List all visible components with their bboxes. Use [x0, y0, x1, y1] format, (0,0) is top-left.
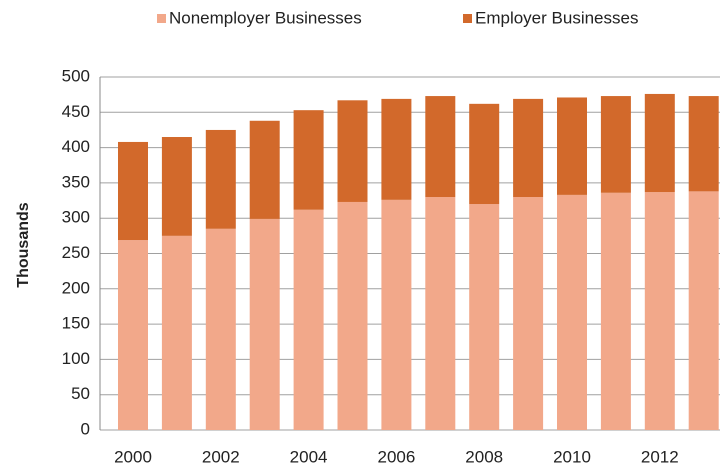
bar-segment — [293, 110, 324, 210]
x-tick-label: 2002 — [202, 447, 240, 466]
y-tick-label: 400 — [62, 137, 90, 156]
x-tick-label: 2006 — [377, 447, 415, 466]
bar-segment — [644, 93, 675, 193]
y-tick-label: 200 — [62, 278, 90, 297]
bar-segment — [513, 98, 544, 198]
bar-segment — [118, 240, 148, 430]
bar-segment — [600, 96, 631, 193]
bar-segment — [557, 97, 587, 195]
y-tick-label: 350 — [62, 172, 90, 191]
y-axis-label: Thousands — [15, 202, 32, 287]
bar-segment — [469, 103, 500, 205]
bar-segment — [513, 197, 544, 430]
y-tick-label: 300 — [62, 208, 90, 227]
bar-segment — [381, 199, 412, 430]
bar-segment — [161, 137, 192, 236]
y-tick-label: 50 — [71, 384, 90, 403]
bar-segment — [688, 96, 719, 192]
x-tick-label: 2012 — [641, 447, 679, 466]
x-tick-label: 2000 — [114, 447, 152, 466]
legend-label: Nonemployer Businesses — [169, 8, 362, 27]
bar-segment — [644, 192, 675, 430]
x-tick-label: 2010 — [553, 447, 591, 466]
x-tick-label: 2008 — [465, 447, 503, 466]
legend-label: Employer Businesses — [475, 8, 638, 27]
bar-segment — [161, 235, 192, 430]
bar-segment — [469, 204, 500, 430]
y-tick-label: 500 — [62, 66, 90, 85]
bar-segment — [557, 194, 587, 430]
bar-segment — [293, 209, 324, 430]
bar-segment — [600, 192, 631, 430]
legend-swatch — [157, 14, 166, 23]
bar-segment — [425, 197, 456, 430]
bar-segment — [688, 191, 719, 430]
bar-segment — [118, 141, 148, 241]
bar-segment — [205, 228, 236, 430]
bar-segment — [337, 100, 368, 202]
y-tick-label: 100 — [62, 349, 90, 368]
bar-segment — [337, 201, 368, 430]
y-tick-label: 0 — [81, 419, 90, 438]
y-tick-label: 450 — [62, 102, 90, 121]
bar-segment — [381, 98, 412, 200]
bar-segment — [425, 96, 456, 198]
y-tick-label: 150 — [62, 314, 90, 333]
bar-segment — [249, 120, 280, 219]
legend-swatch — [463, 14, 472, 23]
x-tick-label: 2004 — [290, 447, 328, 466]
bar-segment — [205, 129, 236, 229]
y-tick-label: 250 — [62, 243, 90, 262]
bar-segment — [249, 218, 280, 430]
